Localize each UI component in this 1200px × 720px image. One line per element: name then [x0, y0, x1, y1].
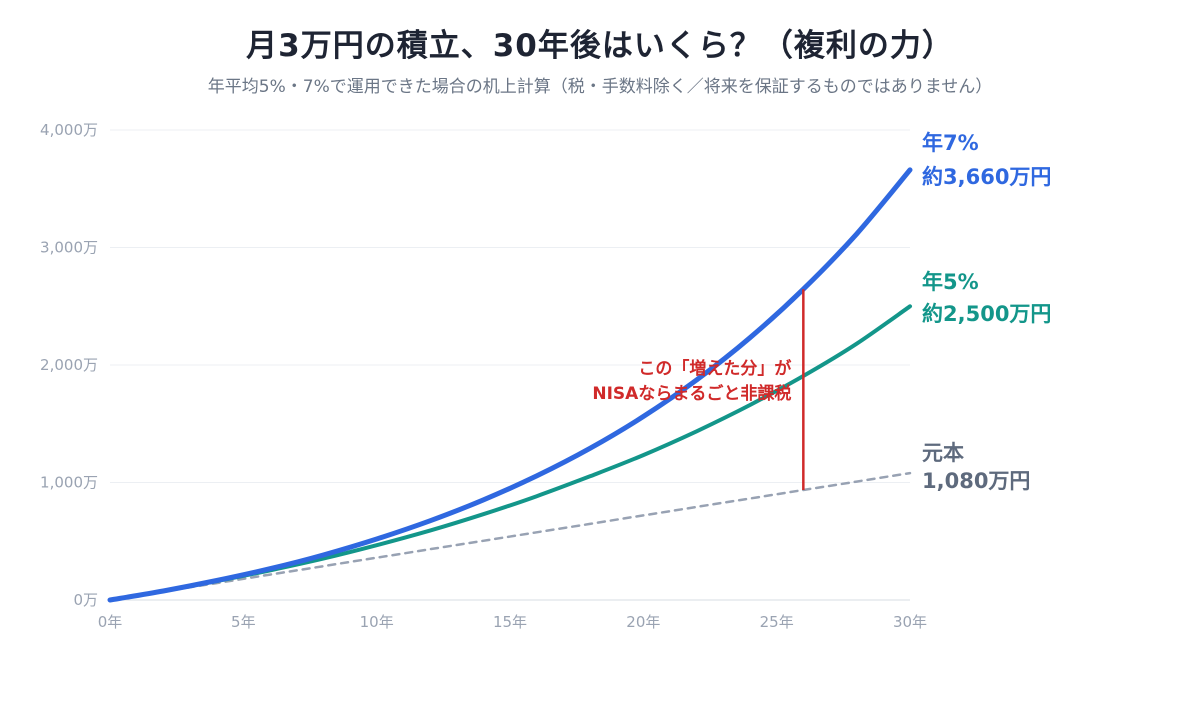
end-label-r5-name: 年5% [922, 270, 979, 294]
series-line-principal [108, 471, 912, 602]
x-tick-label: 10年 [360, 613, 394, 631]
x-tick-label: 25年 [760, 613, 794, 631]
end-label-r7-value: 約3,660万円 [922, 165, 1051, 189]
end-label-principal-name: 元本 [922, 441, 964, 465]
x-tick-label: 30年 [893, 613, 927, 631]
y-tick-label: 1,000万 [40, 474, 98, 492]
series-line-r7 [107, 167, 913, 603]
x-tick-label: 5年 [231, 613, 256, 631]
chart-title: 月3万円の積立、30年後はいくら？（複利の力） [246, 28, 954, 64]
y-tick-label: 2,000万 [40, 356, 98, 374]
x-tick-label: 15年 [493, 613, 527, 631]
end-label-r7-name: 年7% [922, 131, 979, 155]
y-tick-label: 3,000万 [40, 239, 98, 257]
y-tick-label: 0万 [73, 591, 98, 609]
y-tick-label: 4,000万 [40, 121, 98, 139]
annotation-text: この「増えた分」が [638, 358, 791, 379]
x-tick-label: 0年 [98, 613, 123, 631]
x-tick-label: 20年 [626, 613, 660, 631]
end-label-principal-value: 1,080万円 [922, 469, 1030, 493]
chart-subtitle: 年平均5%・7%で運用できた場合の机上計算（税・手数料除く／将来を保証するもので… [207, 77, 993, 97]
end-label-r5-value: 約2,500万円 [922, 302, 1051, 326]
annotation-text: NISAならまるごと非課税 [592, 383, 791, 404]
series-line-r5 [108, 304, 912, 602]
